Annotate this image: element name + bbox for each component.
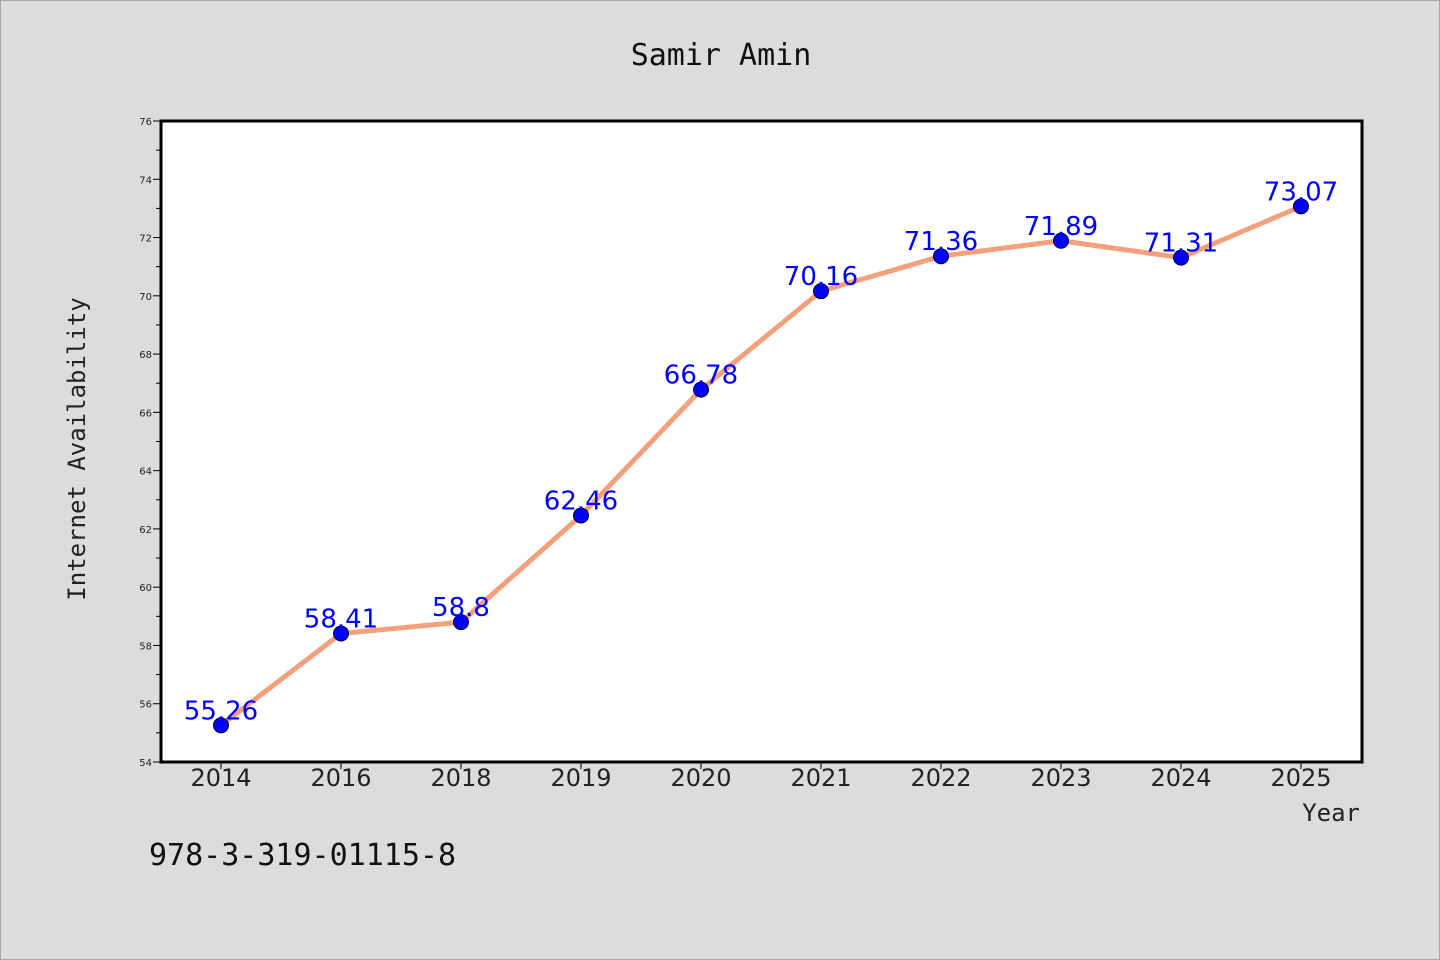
- x-tick-label: 2019: [550, 764, 611, 792]
- y-tick-label: 54: [139, 758, 152, 769]
- data-point: [333, 625, 349, 642]
- data-point: [933, 248, 949, 265]
- y-tick-label: 74: [139, 175, 152, 186]
- series-line: [218, 203, 1304, 728]
- chart-title: Samir Amin: [631, 38, 812, 73]
- y-tick-label: 68: [139, 350, 152, 361]
- data-label: 70.16: [784, 262, 858, 292]
- data-point: [1053, 232, 1069, 249]
- y-axis-label: Internet Availability: [63, 297, 91, 600]
- data-label: 58.41: [304, 605, 378, 635]
- y-tick-label: 64: [139, 467, 152, 478]
- data-label: 71.36: [904, 227, 978, 257]
- series-layer: [213, 198, 1309, 734]
- x-tick-label: 2023: [1030, 764, 1091, 792]
- data-label: 71.31: [1144, 229, 1218, 259]
- plot-area: [159, 119, 1364, 764]
- data-label: 55.26: [184, 696, 258, 726]
- y-tick-label: 56: [139, 700, 152, 711]
- data-labels: 55.26 58.41 58.8 62.46 66.78 70.16 71.36 71.89 7…: [184, 177, 1338, 726]
- x-tick-label: 2020: [670, 764, 731, 792]
- x-tick-label: 2018: [430, 764, 491, 792]
- footer-isbn: 978-3-319-01115-8: [149, 838, 456, 873]
- y-tick-label: 58: [139, 641, 152, 652]
- data-label: 66.78: [664, 361, 738, 391]
- y-tick-label: 76: [139, 117, 152, 128]
- x-tick-label: 2014: [190, 764, 251, 792]
- x-tick-label: 2022: [910, 764, 971, 792]
- data-point: [813, 283, 829, 300]
- x-tick-label: 2025: [1270, 764, 1331, 792]
- x-axis-label: Year: [1302, 799, 1360, 827]
- x-tick-label: 2024: [1150, 764, 1211, 792]
- x-tick-label: 2021: [790, 764, 851, 792]
- data-point: [693, 381, 709, 398]
- y-tick-label: 66: [139, 408, 152, 419]
- data-label: 71.89: [1024, 212, 1098, 242]
- data-label: 58.8: [432, 593, 490, 623]
- x-axis: 2014 2016 2018 2019 2020 2021 2022 2023 2024 2025: [190, 762, 1332, 792]
- data-point: [453, 614, 469, 631]
- data-point: [1173, 249, 1189, 266]
- y-tick-label: 62: [139, 525, 152, 536]
- y-tick-label: 70: [139, 292, 152, 303]
- y-tick-label: 60: [139, 583, 152, 594]
- data-label: 62.46: [544, 487, 618, 517]
- data-point: [1293, 198, 1309, 215]
- y-axis: 54 56 58 60 62 64 66 68 70 72 74 76: [139, 117, 161, 769]
- y-tick-label: 72: [139, 234, 152, 245]
- data-label: 73.07: [1264, 177, 1338, 207]
- data-point: [573, 507, 589, 524]
- data-point: [213, 717, 229, 734]
- x-tick-label: 2016: [310, 764, 371, 792]
